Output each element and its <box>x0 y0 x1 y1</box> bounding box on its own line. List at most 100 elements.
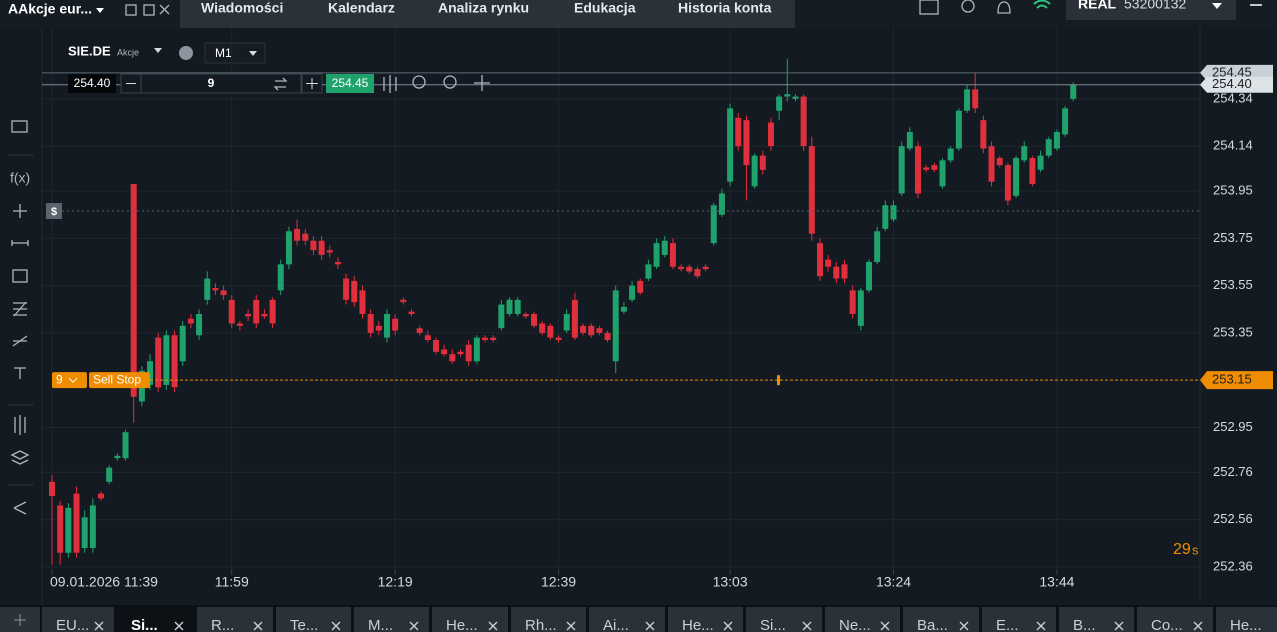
nav-tab[interactable]: Kalendarz <box>328 0 395 16</box>
candle-body <box>514 299 521 314</box>
tab-close[interactable] <box>880 621 890 631</box>
tab-close[interactable] <box>1114 621 1124 631</box>
tab-close[interactable] <box>253 621 263 631</box>
candle-body <box>857 290 864 326</box>
account-box[interactable] <box>1066 0 1236 20</box>
nav-tab[interactable]: Edukacja <box>574 0 636 16</box>
account-number: 53200132 <box>1124 0 1187 12</box>
y-tick-label: 252.36 <box>1213 558 1253 573</box>
candle-body <box>580 325 587 333</box>
candle-body <box>629 285 636 300</box>
tool-fx[interactable]: f(x) <box>10 170 30 186</box>
bottom-tab[interactable] <box>197 607 273 632</box>
candle-body <box>147 361 154 385</box>
tool-layers[interactable] <box>10 450 30 465</box>
y-tick-label: 253.75 <box>1213 230 1253 245</box>
tool-text[interactable] <box>14 367 26 379</box>
bell-icon[interactable] <box>997 1 1011 14</box>
tab-close[interactable] <box>566 621 576 631</box>
tab-close[interactable] <box>488 621 498 631</box>
swap-icon[interactable] <box>273 77 288 91</box>
tab-close[interactable] <box>959 621 969 631</box>
candle-body <box>285 231 292 265</box>
tool-crosshair[interactable] <box>13 204 27 218</box>
tab-close[interactable] <box>723 621 733 631</box>
tab-close[interactable] <box>94 621 104 631</box>
ask-price: 254.45 <box>332 76 369 90</box>
zoom-out-icon[interactable] <box>412 75 426 89</box>
tab-close[interactable] <box>409 621 419 631</box>
tab-close[interactable] <box>645 621 655 631</box>
tab-close[interactable] <box>802 621 812 631</box>
y-tick-label: 252.76 <box>1213 464 1253 479</box>
nav-tab[interactable]: Analiza rynku <box>438 0 529 16</box>
ask-box[interactable] <box>326 74 374 93</box>
left-toolbar <box>0 28 42 605</box>
candle-body <box>531 314 538 326</box>
candle-body <box>612 290 619 362</box>
maximize-icon[interactable] <box>143 4 155 16</box>
popout-icon[interactable] <box>125 4 137 16</box>
countdown: 29 <box>1173 541 1191 558</box>
add-tab-icon <box>14 614 26 626</box>
order-tag <box>1200 371 1273 390</box>
move-icon[interactable] <box>474 75 490 91</box>
timeframe-box[interactable] <box>204 42 266 64</box>
layout-icon[interactable] <box>919 0 939 15</box>
zoom-in-icon[interactable] <box>443 75 457 89</box>
tool-screen[interactable] <box>11 120 28 133</box>
candle-body <box>1053 132 1060 149</box>
dropdown-arrow[interactable] <box>154 48 162 53</box>
tool-pitchfork[interactable] <box>12 335 28 347</box>
instrument-menu[interactable]: AAkcje eur... <box>8 1 92 17</box>
bottom-tab[interactable] <box>1059 607 1134 632</box>
tool-indicators[interactable] <box>14 415 26 435</box>
candle-body <box>645 264 652 279</box>
close-icon[interactable] <box>159 4 170 15</box>
candle-body <box>506 299 513 314</box>
bottom-tab-label: Co... <box>1151 617 1183 632</box>
bottom-tab-label: Ba... <box>917 617 948 632</box>
tool-rect[interactable] <box>12 269 28 283</box>
dropdown-arrow <box>1212 3 1222 9</box>
bottom-tab-label: He... <box>1230 617 1262 632</box>
dollar-badge[interactable] <box>46 203 62 219</box>
tool-fib[interactable] <box>13 301 27 317</box>
candle-body <box>906 132 913 149</box>
candle-body <box>1013 158 1020 196</box>
bid-tag-label: 254.40 <box>1212 76 1252 91</box>
bottom-tab[interactable] <box>1216 607 1277 632</box>
bid-tag <box>1200 76 1273 93</box>
chart-type-icon[interactable] <box>383 75 397 93</box>
y-tick-label: 252.56 <box>1213 511 1253 526</box>
tool-share[interactable] <box>13 501 27 515</box>
candle-body <box>874 231 881 262</box>
volume-input[interactable] <box>140 73 302 94</box>
nav-tab[interactable]: Wiadomości <box>201 0 283 16</box>
candle-body <box>939 160 946 187</box>
currency-icon[interactable] <box>961 0 975 13</box>
candle-body <box>1004 165 1011 201</box>
tool-line[interactable] <box>11 240 29 246</box>
tab-close[interactable] <box>174 621 184 631</box>
bottom-tab[interactable] <box>42 607 114 632</box>
order-type-box[interactable] <box>89 372 150 389</box>
candle-body <box>212 288 219 291</box>
bottom-tab[interactable] <box>982 607 1056 632</box>
candle-body <box>915 146 922 194</box>
x-tick-label: 13:24 <box>876 574 911 590</box>
tab-close[interactable] <box>331 621 341 631</box>
candle-body <box>114 455 121 459</box>
signal-icon <box>1033 0 1051 9</box>
plus-icon <box>306 78 318 89</box>
candle-body <box>482 337 489 340</box>
candle-body <box>988 146 995 182</box>
bid-box[interactable] <box>68 74 116 93</box>
nav-tab[interactable]: Historia konta <box>678 0 772 16</box>
info-icon[interactable] <box>179 46 193 60</box>
countdown-unit: s <box>1192 542 1199 557</box>
tab-close[interactable] <box>1193 621 1203 631</box>
order-volume-box[interactable] <box>52 372 87 389</box>
tab-close[interactable] <box>1036 621 1046 631</box>
order-handle[interactable] <box>777 375 780 386</box>
